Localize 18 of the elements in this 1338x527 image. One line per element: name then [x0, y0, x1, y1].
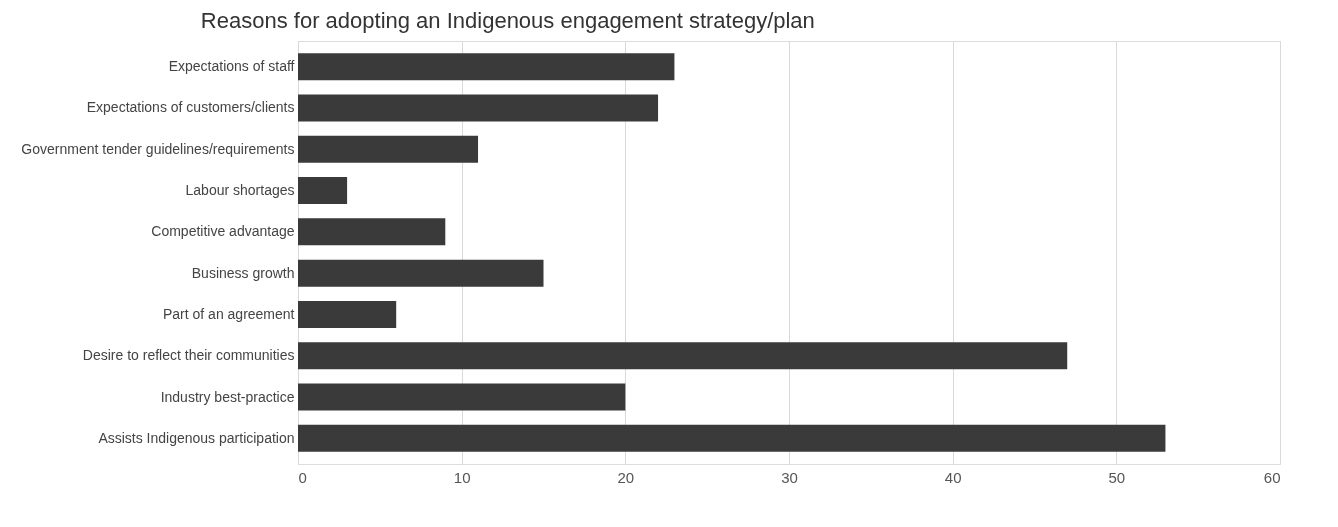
y-tick-label: Expectations of staff — [168, 58, 295, 75]
x-tick-label: 20 — [617, 468, 635, 486]
x-tick-label: 30 — [781, 468, 798, 486]
y-tick-label: Labour shortages — [185, 182, 295, 199]
x-tick-label: 60 — [1263, 468, 1281, 486]
x-tick-label: 10 — [453, 468, 471, 486]
y-tick-label: Part of an agreement — [162, 305, 295, 322]
chart-title: Reasons for adopting an Indigenous engagement strategy/plan — [200, 8, 815, 33]
x-tick-label: 40 — [944, 468, 962, 486]
y-tick-label: Expectations of customers/clients — [86, 99, 295, 116]
y-tick-label: Desire to reflect their communities — [82, 347, 295, 364]
x-tick-label: 50 — [1108, 468, 1126, 486]
y-tick-label: Industry best-practice — [160, 388, 295, 405]
x-tick-label: 0 — [298, 468, 307, 486]
y-tick-label: Business growth — [191, 264, 295, 281]
y-tick-label: Assists Indigenous participation — [98, 429, 295, 446]
y-tick-label: Competitive advantage — [151, 223, 295, 240]
y-tick-label: Government tender guidelines/requirements — [21, 140, 295, 157]
